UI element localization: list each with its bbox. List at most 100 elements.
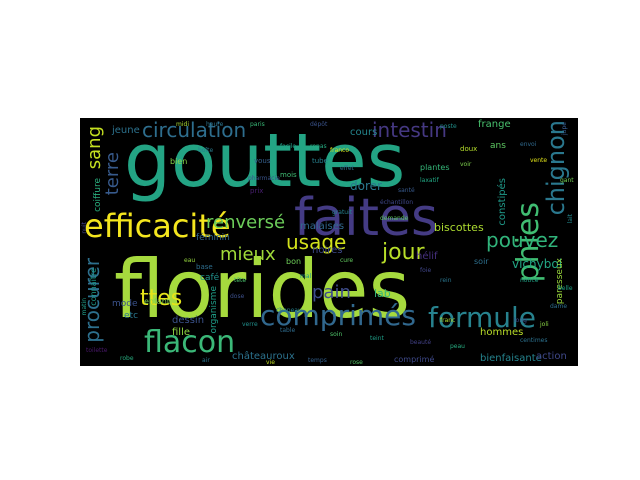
cloud-word: comprimé [394, 355, 435, 364]
cloud-word: café [200, 273, 220, 283]
cloud-word: laxatif [420, 177, 439, 184]
cloud-word: mode [112, 299, 138, 309]
cloud-word: fille [172, 327, 191, 338]
cloud-word: peau [450, 343, 465, 350]
cloud-word: lait [567, 214, 574, 224]
cloud-word: midi [176, 121, 189, 128]
cloud-word: usage [286, 230, 347, 254]
cloud-word: noires [312, 245, 343, 256]
cloud-word: long [514, 317, 527, 324]
cloud-word: échantillon [380, 199, 414, 206]
cloud-word: demande [380, 215, 409, 222]
cloud-word: frange [478, 119, 511, 130]
cloud-word: base [196, 263, 213, 271]
cloud-word: bon [286, 257, 302, 266]
cloud-word: franc [440, 317, 456, 324]
cloud-word: ttes [140, 286, 183, 311]
cloud-word: dessin [172, 315, 205, 326]
cloud-word: toilette [86, 347, 108, 354]
cloud-word: coiffure [93, 178, 103, 212]
cloud-word: gouttes [124, 118, 406, 204]
cloud-word: dépôt [310, 121, 328, 128]
cloud-word: cours [350, 127, 378, 138]
cloud-word: vous [254, 157, 271, 165]
cloud-word: plantes [420, 163, 450, 172]
cloud-word: pouvez [486, 228, 559, 252]
cloud-word: mieux [220, 244, 276, 265]
cloud-word: formule [428, 301, 537, 334]
cloud-word: envoi [520, 141, 537, 148]
cloud-word: boîte [198, 147, 214, 154]
cloud-word: effet [340, 165, 354, 172]
cloud-word: belle [558, 285, 573, 292]
cloud-word: robe [120, 355, 134, 362]
cloud-word: comprimés [260, 299, 416, 332]
cloud-word: rein [440, 277, 452, 284]
cloud-word: nuit [81, 222, 88, 234]
cloud-word: temps [308, 357, 327, 364]
cloud-word: vente [530, 157, 548, 164]
cloud-word: soin [330, 331, 343, 338]
cloud-word: chapeau [276, 307, 302, 314]
cloud-word: eau [184, 257, 196, 264]
cloud-word: notice [520, 277, 539, 284]
cloud-word: etc [124, 311, 139, 321]
cloud-word: jour [382, 240, 425, 265]
cloud-word: gratuit [332, 209, 353, 216]
cloud-word: jeune [112, 125, 140, 136]
cloud-word: terre [102, 152, 123, 196]
cloud-word: efficacité [84, 207, 231, 245]
cloud-word: franco [330, 147, 350, 154]
cloud-word: hommes [480, 327, 524, 338]
cloud-word: beauté [410, 339, 432, 346]
cloud-word: bienfaisante [480, 353, 542, 364]
cloud-word: jupe [561, 122, 568, 135]
cloud-word: table [280, 327, 296, 334]
cloud-word: doux [460, 145, 478, 153]
cloud-word: lab [374, 287, 391, 300]
cloud-word: matin [81, 298, 88, 316]
cloud-word: foie [420, 267, 432, 274]
cloud-word: centimes [520, 337, 548, 344]
cloud-word: renversé [206, 212, 286, 233]
cloud-word: soir [474, 257, 489, 266]
cloud-word: ans [490, 141, 506, 151]
cloud-word: féminin [196, 233, 230, 243]
cloud-word: châteauroux [232, 351, 295, 362]
cloud-word: circulation [142, 118, 247, 142]
cloud-word: cure [340, 257, 354, 264]
cloud-word: paris [250, 121, 265, 128]
cloud-word: dame [550, 303, 568, 310]
cloud-word: intestin [372, 118, 447, 142]
cloud-word: pain [312, 282, 351, 303]
cloud-word: joli [540, 321, 549, 328]
cloud-word: repas [310, 143, 327, 150]
cloud-word: verre [242, 321, 258, 328]
cloud-word: dorer [350, 179, 382, 193]
cloud-word: connaître [89, 268, 98, 306]
cloud-word: voir [460, 161, 472, 168]
cloud-word: prix [250, 187, 264, 195]
cloud-word: vichybol [512, 257, 563, 271]
cloud-word: florides [114, 243, 411, 336]
cloud-word: teint [370, 335, 384, 342]
cloud-word: tête [234, 277, 247, 284]
cloud-word: flacon [144, 325, 236, 360]
cloud-word: organisme [209, 286, 219, 334]
cloud-word: vie [266, 359, 275, 366]
cloud-word: tube [312, 157, 328, 165]
cloud-word: faites [294, 188, 439, 248]
cloud-word: mois [280, 171, 297, 179]
cloud-word: hélif [416, 251, 438, 262]
cloud-word: gant [560, 177, 574, 184]
cloud-word: mal [300, 273, 312, 280]
cloud-word: biscottes [434, 221, 484, 234]
cloud-word: santé [398, 187, 415, 194]
cloud-word: paresseux [555, 258, 565, 305]
cloud-word: air [202, 357, 210, 364]
cloud-word: rose [350, 359, 363, 366]
cloud-word: action [536, 351, 567, 362]
cloud-word: dose [230, 293, 245, 300]
cloud-word: facile [280, 143, 297, 150]
cloud-word: bien [170, 157, 188, 166]
